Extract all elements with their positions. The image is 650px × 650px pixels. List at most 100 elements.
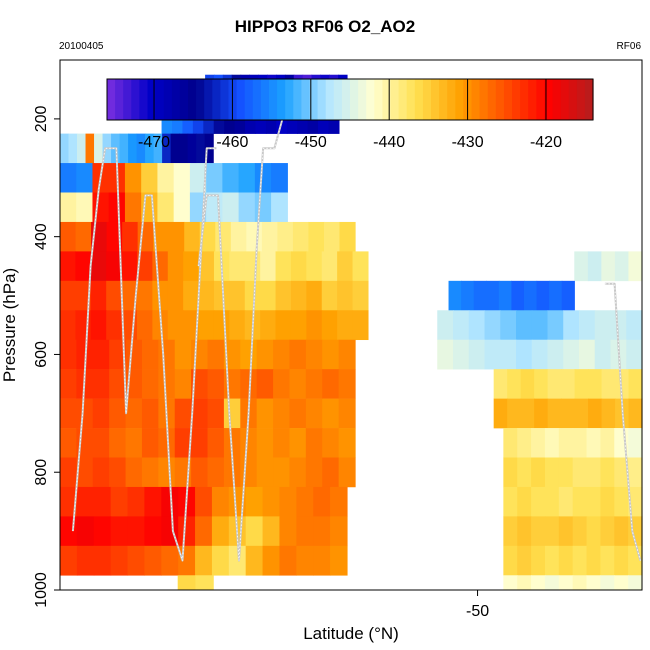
heatmap-cell xyxy=(60,133,70,164)
heatmap-cell xyxy=(473,280,487,311)
heatmap-cell xyxy=(222,192,240,223)
heatmap-cell xyxy=(338,369,356,399)
heatmap-cell xyxy=(94,133,104,164)
heatmap-cell xyxy=(338,339,356,370)
heatmap-cell xyxy=(173,192,191,223)
heatmap-cell xyxy=(198,310,215,341)
heatmap-cell xyxy=(93,545,112,576)
heatmap-cell xyxy=(261,221,278,252)
heatmap-cell xyxy=(503,457,518,488)
heatmap-cell xyxy=(92,457,110,488)
heatmap-cell xyxy=(60,486,78,517)
heatmap-cell xyxy=(520,369,535,399)
heatmap-cell xyxy=(572,428,588,458)
heatmap-cell xyxy=(352,251,369,282)
heatmap-cell xyxy=(626,339,643,370)
heatmap-cell xyxy=(563,339,580,370)
heatmap-cell xyxy=(601,251,616,282)
colorbar-swatch xyxy=(341,79,351,120)
colorbar-swatch xyxy=(366,79,375,120)
heatmap-cell xyxy=(213,280,230,311)
heatmap-cell xyxy=(223,398,241,429)
colorbar-swatch xyxy=(188,79,197,120)
heatmap-cell xyxy=(76,516,95,547)
heatmap-cell xyxy=(437,339,454,370)
heatmap-cell xyxy=(262,486,281,517)
heatmap-cell xyxy=(245,545,264,576)
y-tick-label: 800 xyxy=(33,459,50,486)
y-tick-label: 200 xyxy=(33,105,50,132)
heatmap-cell xyxy=(85,133,95,164)
heatmap-cell xyxy=(183,310,200,341)
heatmap-cell xyxy=(586,457,602,488)
colorbar-swatch xyxy=(147,79,157,120)
heatmap-cell xyxy=(306,280,323,311)
heatmap-cell xyxy=(158,339,176,370)
heatmap-cell xyxy=(187,133,197,164)
heatmap-cell xyxy=(308,221,325,252)
heatmap-cell xyxy=(260,310,277,341)
heatmap-cell xyxy=(76,486,95,517)
heatmap-cell xyxy=(534,398,549,429)
colorbar-swatch xyxy=(406,79,416,120)
heatmap-cell xyxy=(289,398,307,429)
heatmap-cell xyxy=(230,221,247,252)
heatmap-cell xyxy=(110,516,129,547)
heatmap-cell xyxy=(305,398,323,429)
heatmap-cell xyxy=(256,428,274,458)
heatmap-cell xyxy=(313,486,331,517)
heatmap-cell xyxy=(76,192,94,223)
x-axis-label: Latitude (°N) xyxy=(303,624,399,643)
heatmap-cell xyxy=(256,398,274,429)
colorbar-swatch xyxy=(277,79,286,120)
heatmap-cell xyxy=(76,398,94,429)
colorbar-swatch xyxy=(131,79,140,120)
colorbar-swatch xyxy=(568,79,578,120)
colorbar-swatch xyxy=(512,79,521,120)
heatmap-cell xyxy=(503,428,518,458)
heatmap-cell xyxy=(179,133,189,164)
heatmap-cell xyxy=(574,251,589,282)
heatmap-cell xyxy=(544,516,560,547)
heatmap-cell xyxy=(60,310,76,341)
heatmap-cell xyxy=(628,545,643,576)
heatmap-cell xyxy=(271,192,288,223)
heatmap-cell xyxy=(167,310,184,341)
heatmap-cell xyxy=(184,221,201,252)
heatmap-cell xyxy=(178,545,196,576)
colorbar-swatch xyxy=(528,79,537,120)
heatmap-cell xyxy=(254,163,272,193)
heatmap-cell xyxy=(127,516,146,547)
heatmap-cell xyxy=(337,251,354,282)
heatmap-cell xyxy=(544,457,560,488)
heatmap-cell xyxy=(615,369,630,399)
heatmap-cell xyxy=(254,192,272,223)
heatmap-cell xyxy=(507,398,522,429)
heatmap-cell xyxy=(60,221,77,252)
heatmap-cell xyxy=(531,428,546,458)
heatmap-cell xyxy=(321,251,338,282)
heatmap-cell xyxy=(289,428,307,458)
heatmap-cell xyxy=(60,457,77,488)
heatmap-cell xyxy=(600,457,615,488)
heatmap-cell xyxy=(141,398,159,429)
heatmap-cell xyxy=(271,163,288,193)
heatmap-cell xyxy=(322,457,340,488)
heatmap-cell xyxy=(579,339,596,370)
heatmap-cell xyxy=(60,251,76,282)
heatmap-cell xyxy=(76,545,95,576)
heatmap-cell xyxy=(198,251,215,282)
heatmap-cell xyxy=(178,516,196,547)
heatmap-cell xyxy=(296,545,314,576)
heatmap-cell xyxy=(628,486,643,517)
heatmap-cell xyxy=(517,575,532,591)
heatmap-cell xyxy=(191,369,209,399)
heatmap-cell xyxy=(127,486,146,517)
heatmap-cell xyxy=(614,545,629,576)
heatmap-cell xyxy=(92,428,110,458)
heatmap-cell xyxy=(60,280,76,311)
heatmap-cell xyxy=(273,369,291,399)
heatmap-cell xyxy=(157,192,175,223)
heatmap-cell xyxy=(586,428,602,458)
